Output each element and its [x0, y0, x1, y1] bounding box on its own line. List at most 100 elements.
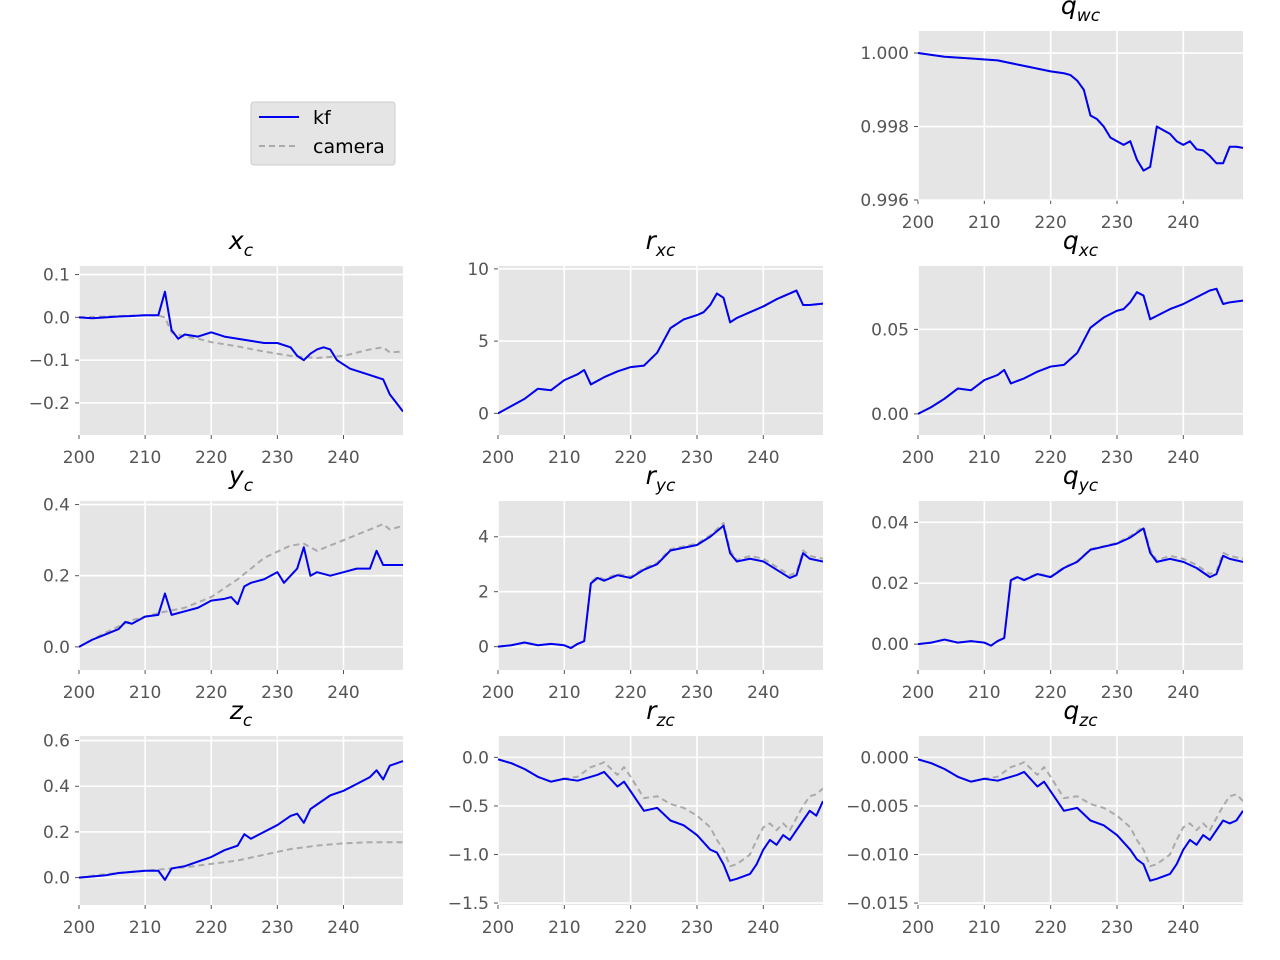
- y-tick-label-yc-2: 0.4: [43, 496, 70, 516]
- x-tick-label-zc-4: 240: [327, 918, 359, 938]
- x-tick-label-ryc-1: 210: [548, 683, 580, 703]
- x-tick-label-qxc-3: 230: [1101, 448, 1133, 468]
- x-tick-label-xc-0: 200: [63, 448, 95, 468]
- series-line-kf-yc: [79, 546, 403, 648]
- x-tick-label-qzc-3: 230: [1101, 918, 1133, 938]
- x-tick-label-qwc-4: 240: [1167, 213, 1199, 233]
- y-tick-label-qyc-1: 0.02: [871, 574, 909, 594]
- x-tick-label-xc-3: 230: [261, 448, 293, 468]
- y-tick-label-rzc-3: 0.0: [462, 748, 489, 768]
- y-tick-label-yc-1: 0.2: [43, 567, 70, 587]
- legend-kf-label: kf: [313, 107, 332, 129]
- panel-rxc: 200 210 220 230 240 0 5 10 rxc: [467, 226, 823, 468]
- panel-qwc: 200 210 220 230 240 0.996 0.998 1.000 qwc: [860, 0, 1243, 233]
- y-tick-label-rxc-1: 5: [478, 332, 489, 352]
- series-line-camera-zc: [79, 841, 403, 879]
- plot-area-yc: [79, 501, 403, 670]
- x-tick-label-qwc-0: 200: [902, 213, 934, 233]
- series-line-kf-rzc: [498, 758, 823, 882]
- x-tick-label-ryc-4: 240: [747, 683, 779, 703]
- x-tick-label-qwc-3: 230: [1101, 213, 1133, 233]
- y-tick-label-rzc-0: −1.5: [448, 894, 489, 914]
- x-tick-label-yc-3: 230: [261, 683, 293, 703]
- x-tick-label-qwc-2: 220: [1034, 213, 1066, 233]
- x-tick-label-yc-0: 200: [63, 683, 95, 703]
- chart-title-qxc: qxc: [1063, 226, 1099, 261]
- y-tick-label-qxc-0: 0.00: [871, 405, 909, 425]
- series-line-kf-ryc: [498, 524, 823, 650]
- series-line-kf-zc: [79, 760, 403, 881]
- plot-area-xc: [79, 266, 403, 435]
- x-tick-label-yc-4: 240: [327, 683, 359, 703]
- x-tick-label-qxc-1: 210: [968, 448, 1000, 468]
- y-tick-label-ryc-0: 0: [478, 638, 489, 658]
- x-tick-label-qyc-0: 200: [902, 683, 934, 703]
- panel-zc: 200 210 220 230 240 0.0 0.2 0.4 0.6 zc: [43, 696, 403, 938]
- x-tick-label-rzc-3: 230: [681, 918, 713, 938]
- series-line-kf-rxc: [498, 289, 823, 415]
- panel-yc: 200 210 220 230 240 0.0 0.2 0.4 yc: [43, 461, 403, 703]
- chart-title-yc: yc: [228, 461, 254, 496]
- y-tick-label-zc-0: 0.0: [43, 869, 70, 889]
- panel-xc: 200 210 220 230 240 −0.2 −0.1 0.0 0.1 xc: [29, 226, 403, 468]
- y-tick-label-yc-0: 0.0: [43, 638, 70, 658]
- series-line-kf-qzc: [918, 758, 1243, 882]
- series-line-kf-xc: [79, 290, 403, 413]
- y-tick-label-zc-1: 0.2: [43, 823, 70, 843]
- y-tick-label-zc-2: 0.4: [43, 777, 70, 797]
- series-line-kf-qyc: [918, 527, 1243, 647]
- y-tick-label-qyc-0: 0.00: [871, 635, 909, 655]
- chart-title-rzc: rzc: [646, 696, 675, 731]
- y-tick-label-ryc-1: 2: [478, 583, 489, 603]
- series-line-camera-qzc: [918, 758, 1243, 868]
- series-line-camera-rzc: [498, 758, 823, 868]
- plot-area-qzc: [918, 736, 1243, 905]
- x-tick-label-qyc-4: 240: [1167, 683, 1199, 703]
- plot-area-rxc: [498, 266, 823, 435]
- y-tick-label-zc-3: 0.6: [43, 732, 70, 752]
- series-line-kf-qwc: [918, 52, 1243, 172]
- chart-title-qwc: qwc: [1061, 0, 1101, 26]
- y-tick-label-qzc-2: −0.005: [846, 797, 909, 817]
- x-tick-label-rzc-2: 220: [614, 918, 646, 938]
- panel-qzc: 200 210 220 230 240 −0.015 −0.010 −0.005 0.000 qz…: [846, 696, 1243, 938]
- y-tick-label-xc-2: 0.0: [43, 308, 70, 328]
- x-tick-label-qyc-1: 210: [968, 683, 1000, 703]
- y-tick-label-qwc-1: 0.998: [860, 118, 909, 138]
- chart-title-xc: xc: [228, 226, 254, 261]
- x-tick-label-zc-1: 210: [129, 918, 161, 938]
- series-line-camera-xc: [79, 314, 403, 359]
- y-tick-label-xc-3: 0.1: [43, 266, 70, 286]
- x-tick-label-qzc-4: 240: [1167, 918, 1199, 938]
- x-tick-label-zc-0: 200: [63, 918, 95, 938]
- x-tick-label-zc-2: 220: [195, 918, 227, 938]
- y-tick-label-qwc-0: 0.996: [860, 191, 909, 211]
- y-tick-label-ryc-2: 4: [478, 528, 489, 548]
- plot-area-ryc: [498, 501, 823, 670]
- x-tick-label-zc-3: 230: [261, 918, 293, 938]
- x-tick-label-xc-2: 220: [195, 448, 227, 468]
- y-tick-label-qxc-1: 0.05: [871, 320, 909, 340]
- y-tick-label-rzc-1: −1.0: [448, 845, 489, 865]
- y-tick-label-xc-0: −0.2: [29, 394, 70, 414]
- legend: kf camera: [250, 101, 396, 166]
- chart-title-qyc: qyc: [1063, 461, 1099, 496]
- x-tick-label-ryc-0: 200: [482, 683, 514, 703]
- y-tick-label-qzc-1: −0.010: [846, 845, 909, 865]
- x-tick-label-qzc-1: 210: [968, 918, 1000, 938]
- y-tick-label-rxc-0: 0: [478, 404, 489, 424]
- y-tick-label-qyc-2: 0.04: [871, 513, 909, 533]
- x-tick-label-qzc-2: 220: [1034, 918, 1066, 938]
- x-tick-label-rxc-1: 210: [548, 448, 580, 468]
- chart-title-ryc: ryc: [646, 461, 676, 496]
- plot-area-zc: [79, 736, 403, 905]
- x-tick-label-qyc-2: 220: [1034, 683, 1066, 703]
- x-tick-label-rzc-4: 240: [747, 918, 779, 938]
- series-line-kf-qxc: [918, 287, 1243, 415]
- y-tick-label-qzc-3: 0.000: [860, 748, 909, 768]
- x-tick-label-qxc-0: 200: [902, 448, 934, 468]
- x-tick-label-xc-1: 210: [129, 448, 161, 468]
- x-tick-label-ryc-3: 230: [681, 683, 713, 703]
- y-tick-label-rxc-2: 10: [467, 260, 489, 280]
